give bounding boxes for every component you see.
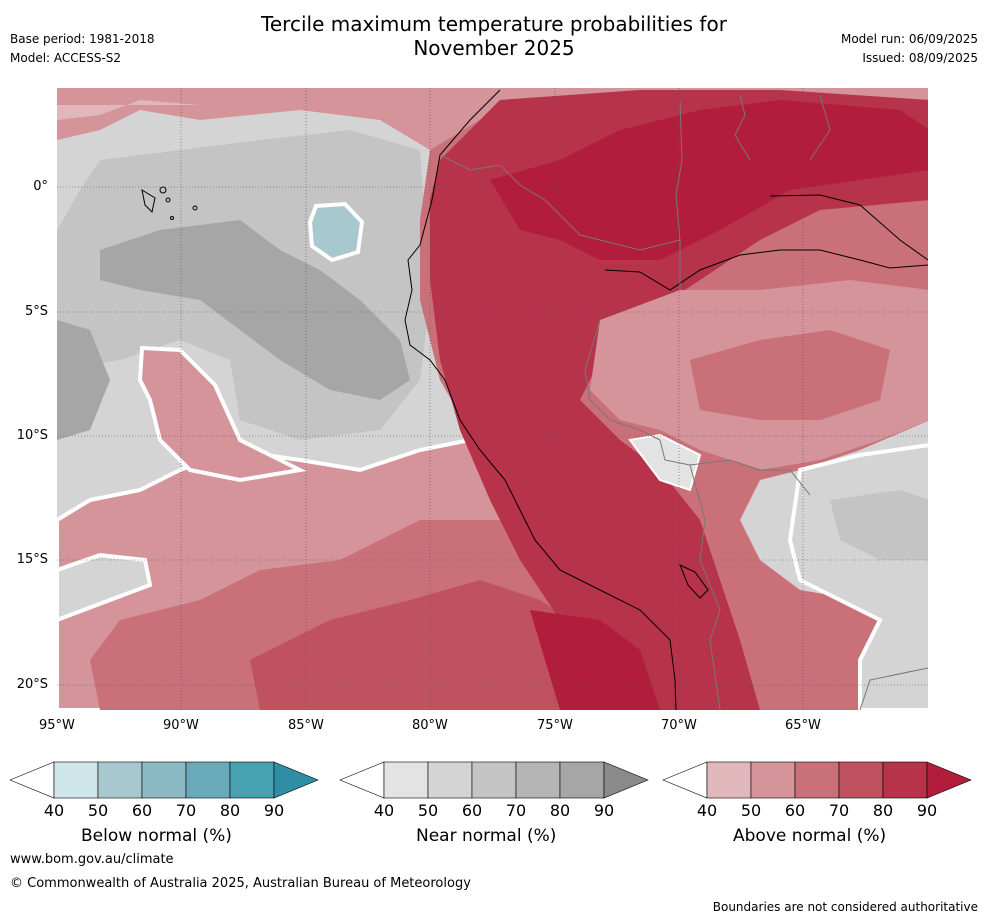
colorbar-tick: 40 xyxy=(43,801,65,820)
base-period: Base period: 1981-2018 xyxy=(10,32,155,46)
lon-tick: 75°W xyxy=(537,718,573,733)
colorbar-extend-high xyxy=(926,761,972,799)
lon-tick: 90°W xyxy=(163,718,199,733)
colorbar-tick: 70 xyxy=(505,801,527,820)
colorbar-tick: 60 xyxy=(784,801,806,820)
colorbar-label-near: Near normal (%) xyxy=(416,826,557,846)
colorbar-tick: 70 xyxy=(175,801,197,820)
title-line-1: Tercile maximum temperature probabilitie… xyxy=(261,12,727,36)
lat-tick: 15°S xyxy=(16,552,48,567)
issued-date: Issued: 08/09/2025 xyxy=(862,51,978,65)
lat-tick: 5°S xyxy=(24,304,48,319)
lat-tick: 0° xyxy=(33,179,48,194)
probability-map[interactable] xyxy=(0,0,988,760)
lon-tick: 85°W xyxy=(288,718,324,733)
colorbar-segment xyxy=(229,761,275,799)
copyright-text: © Commonwealth of Australia 2025, Austra… xyxy=(10,876,471,891)
southeast-near-60 xyxy=(830,490,928,560)
colorbar-segment xyxy=(882,761,928,799)
model-name: Model: ACCESS-S2 xyxy=(10,51,122,65)
colorbar-extend-high xyxy=(273,761,319,799)
colorbars xyxy=(9,761,972,799)
disclaimer-text: Boundaries are not considered authoritat… xyxy=(712,900,978,914)
colorbar-segment xyxy=(141,761,187,799)
colorbar-above xyxy=(662,761,972,799)
southwest-near-region xyxy=(57,552,153,623)
title-line-2: November 2025 xyxy=(413,36,575,60)
colorbar-segment xyxy=(559,761,605,799)
colorbar-label-below: Below normal (%) xyxy=(81,826,232,846)
website-link[interactable]: www.bom.gov.au/climate xyxy=(10,852,174,867)
graticule xyxy=(57,88,928,710)
colorbar-tick: 40 xyxy=(373,801,395,820)
amazon-river xyxy=(604,249,928,291)
lon-tick: 65°W xyxy=(785,718,821,733)
lon-tick: 80°W xyxy=(412,718,448,733)
colorbar-segment xyxy=(515,761,561,799)
colorbar-tick: 80 xyxy=(549,801,571,820)
lat-tick: 20°S xyxy=(16,677,48,692)
coastline xyxy=(404,89,677,710)
colorbar-segment xyxy=(427,761,473,799)
map-title: Tercile maximum temperature probabilitie… xyxy=(0,12,988,60)
colorbar-tick: 80 xyxy=(219,801,241,820)
river-branch xyxy=(769,194,928,261)
below-normal-spot xyxy=(307,201,365,263)
colorbar-tick: 60 xyxy=(461,801,483,820)
country-borders xyxy=(439,94,928,710)
east-above-60 xyxy=(690,330,890,420)
model-run: Model run: 06/09/2025 xyxy=(840,32,978,46)
lon-tick: 70°W xyxy=(661,718,697,733)
colorbar-tick: 40 xyxy=(696,801,718,820)
colorbar-tick: 50 xyxy=(740,801,762,820)
near-80-west xyxy=(57,320,110,440)
colorbar-segment xyxy=(185,761,231,799)
lat-tick: 10°S xyxy=(16,428,48,443)
colorbar-label-above: Above normal (%) xyxy=(733,826,887,846)
colorbar-segment xyxy=(471,761,517,799)
colorbar-segment xyxy=(53,761,99,799)
colorbar-below xyxy=(9,761,319,799)
colorbar-segment xyxy=(97,761,143,799)
colorbar-segment xyxy=(794,761,840,799)
lon-tick: 95°W xyxy=(39,718,75,733)
colorbar-extend-low xyxy=(9,761,55,799)
colorbar-segment xyxy=(706,761,752,799)
colorbar-tick: 60 xyxy=(131,801,153,820)
colorbar-tick: 50 xyxy=(87,801,109,820)
colorbar-tick: 90 xyxy=(916,801,938,820)
colorbar-extend-low xyxy=(339,761,385,799)
north-above-light xyxy=(57,100,200,120)
colorbar-segment xyxy=(750,761,796,799)
lake-titicaca xyxy=(679,564,709,599)
colorbar-segment xyxy=(838,761,884,799)
galapagos-islands xyxy=(141,186,198,220)
colorbar-tick: 90 xyxy=(593,801,615,820)
colorbar-extend-low xyxy=(662,761,708,799)
colorbar-tick: 70 xyxy=(828,801,850,820)
colorbar-tick: 80 xyxy=(872,801,894,820)
colorbar-tick: 50 xyxy=(417,801,439,820)
colorbar-near xyxy=(339,761,649,799)
colorbar-extend-high xyxy=(603,761,649,799)
colorbar-segment xyxy=(383,761,429,799)
near-80-region xyxy=(100,220,410,400)
continent-above-80 xyxy=(430,90,928,710)
colorbar-tick: 90 xyxy=(263,801,285,820)
west-above-tongue xyxy=(137,345,307,483)
continent-above-90 xyxy=(490,100,928,260)
